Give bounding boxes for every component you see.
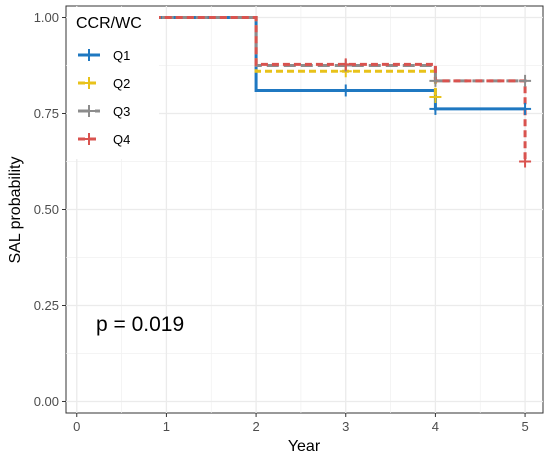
x-tick-label: 0 xyxy=(73,419,80,434)
censor-mark-q4 xyxy=(519,155,532,168)
x-tick-label: 1 xyxy=(163,419,170,434)
legend-label: Q4 xyxy=(113,132,130,147)
censor-mark-q2 xyxy=(429,90,442,103)
x-tick-label: 2 xyxy=(252,419,259,434)
y-axis: 0.00 0.25 0.50 0.75 1.00 xyxy=(34,10,66,409)
y-axis-title: SAL probability xyxy=(7,156,24,263)
legend-item-q3: Q3 xyxy=(78,104,130,119)
x-axis: 0 1 2 3 4 5 xyxy=(73,413,529,434)
legend-item-q2: Q2 xyxy=(78,76,130,91)
x-axis-title: Year xyxy=(288,438,321,455)
y-tick-label: 0.00 xyxy=(34,394,59,409)
censor-mark-q1 xyxy=(519,102,532,115)
legend-label: Q1 xyxy=(113,48,130,63)
y-tick-label: 0.50 xyxy=(34,202,59,217)
y-tick-label: 0.25 xyxy=(34,298,59,313)
censor-mark-q1 xyxy=(339,84,352,97)
legend-title: CCR/WC xyxy=(76,15,142,32)
y-tick-label: 0.75 xyxy=(34,106,59,121)
legend-item-q4: Q4 xyxy=(78,132,130,147)
censor-mark-q3 xyxy=(519,74,532,87)
censor-mark-q3 xyxy=(429,74,442,87)
x-tick-label: 5 xyxy=(521,419,528,434)
y-tick-label: 1.00 xyxy=(34,10,59,25)
p-value-annotation: p = 0.019 xyxy=(96,313,184,336)
censor-mark-q1 xyxy=(429,102,442,115)
legend-item-q1: Q1 xyxy=(78,48,130,63)
censor-mark-q4 xyxy=(339,58,352,71)
x-tick-label: 4 xyxy=(432,419,439,434)
x-tick-label: 3 xyxy=(342,419,349,434)
legend-label: Q2 xyxy=(113,76,130,91)
legend: CCR/WC Q1 Q2 Q3 Q4 xyxy=(67,7,159,159)
legend-label: Q3 xyxy=(113,104,130,119)
censor-marks-layer xyxy=(339,58,532,168)
